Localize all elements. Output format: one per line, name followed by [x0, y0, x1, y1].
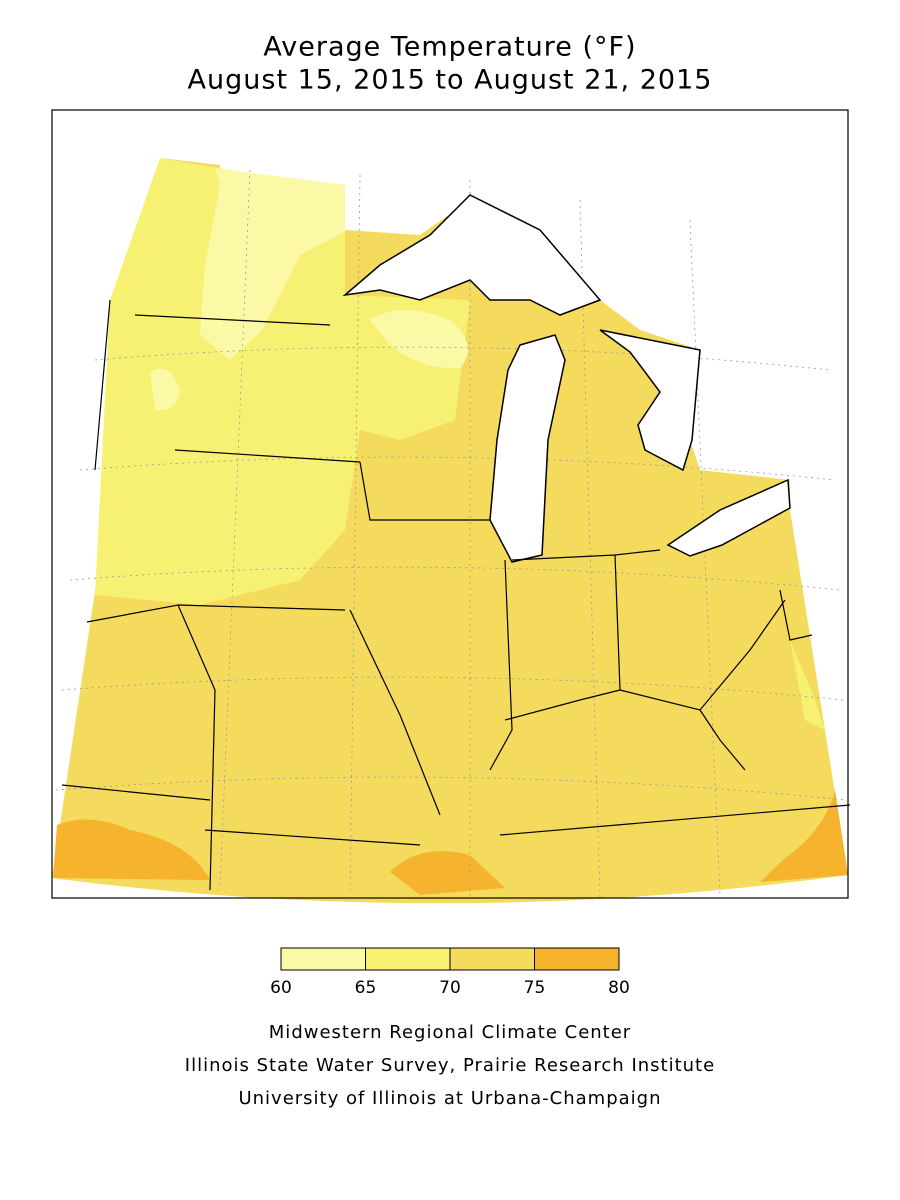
legend: 60 65 70 75 80 [270, 947, 630, 998]
region-75-80 [760, 790, 848, 882]
lake-superior [342, 194, 602, 316]
credit: University of Illinois at Urbana-Champai… [238, 1088, 661, 1109]
subtitle: August 15, 2015 to August 21, 2015 [188, 65, 713, 96]
credit: Illinois State Water Survey, Prairie Res… [185, 1055, 715, 1076]
graticule [55, 169, 847, 899]
region-65-70 [790, 640, 825, 730]
lake-erie [666, 478, 791, 557]
title: Average Temperature (°F) [263, 32, 636, 63]
legend-swatch [365, 947, 451, 971]
lake-huron [599, 329, 701, 472]
region-75-80 [390, 851, 505, 895]
legend-tick-label: 70 [439, 978, 461, 998]
region-65-70 [95, 158, 470, 605]
region-60-65 [200, 168, 345, 360]
region-60-65 [150, 368, 180, 411]
legend-tick-label: 80 [608, 978, 630, 998]
region-75-80 [53, 819, 210, 880]
map-frame [51, 109, 849, 899]
map [51, 109, 851, 904]
legend-swatch [449, 947, 535, 971]
legend-swatch [534, 947, 620, 971]
legend-tick-label: 65 [355, 978, 377, 998]
state-borders [61, 299, 851, 891]
lake-michigan [489, 334, 566, 563]
legend-tick-label: 75 [524, 978, 546, 998]
legend-tick-label: 60 [270, 978, 292, 998]
credit: Midwestern Regional Climate Center [269, 1022, 631, 1043]
region-60-65 [370, 310, 468, 369]
legend-swatch [280, 947, 366, 971]
